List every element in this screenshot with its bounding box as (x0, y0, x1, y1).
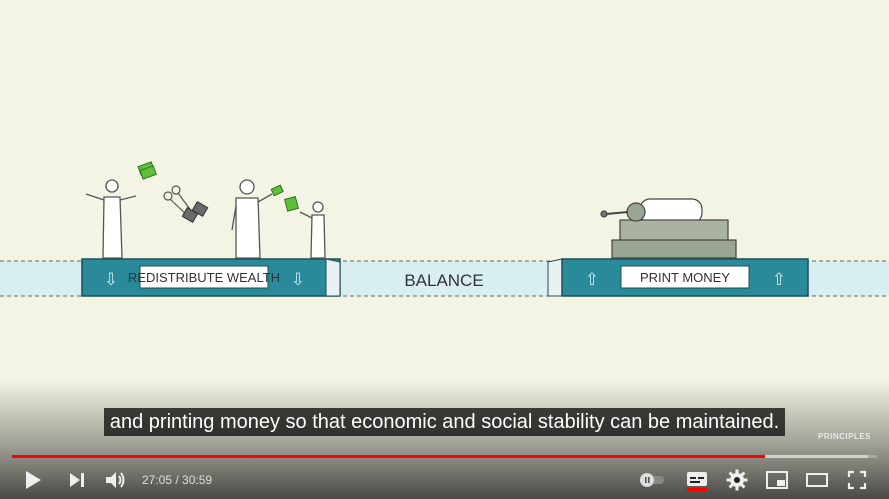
mute-button[interactable] (100, 460, 132, 499)
progress-played (12, 455, 765, 458)
fullscreen-button[interactable] (842, 460, 872, 499)
autoplay-toggle-icon (640, 472, 664, 487)
theater-mode-button[interactable] (802, 460, 832, 499)
settings-button[interactable] (722, 460, 752, 499)
next-button[interactable] (62, 460, 92, 499)
redistribute-wealth-label: REDISTRIBUTE WEALTH (128, 270, 280, 285)
caption-text: and printing money so that economic and … (103, 408, 786, 436)
printing-press-icon (600, 198, 737, 259)
redistribute-wealth-block: REDISTRIBUTE WEALTH ⇩ ⇩ (81, 258, 341, 297)
miniplayer-button[interactable] (762, 460, 792, 499)
subtitles-button[interactable] (682, 460, 712, 499)
money-stack-2-icon (270, 184, 284, 197)
right-arrow-up-1: ⇧ (585, 270, 599, 290)
play-button[interactable] (18, 460, 48, 499)
channel-watermark[interactable]: PRINCIPLES (817, 432, 871, 441)
person-figure-1 (85, 179, 137, 259)
print-money-label: PRINT MONEY (640, 270, 730, 285)
money-stack-4-icon (181, 200, 209, 224)
autoplay-toggle[interactable] (636, 460, 668, 499)
time-display: 27:05 / 30:59 (142, 460, 212, 499)
time-separator: / (172, 472, 183, 487)
person-figure-2 (231, 179, 273, 259)
volume-icon (106, 471, 125, 488)
progress-bar[interactable] (12, 455, 877, 458)
right-arrow-up-2: ⇧ (772, 270, 786, 290)
current-time: 27:05 (142, 472, 173, 487)
theater-mode-icon (806, 472, 828, 487)
person-figure-3 (299, 201, 326, 259)
fullscreen-icon (847, 470, 867, 489)
money-stack-1-icon (137, 161, 157, 180)
next-icon (70, 472, 84, 487)
subtitles-icon (687, 471, 707, 491)
play-icon (26, 470, 41, 489)
caption-container: and printing money so that economic and … (0, 408, 889, 436)
duration: 30:59 (182, 472, 213, 487)
money-stack-3-icon (284, 196, 299, 212)
print-money-block: PRINT MONEY ⇧ ⇧ (547, 258, 809, 297)
miniplayer-icon (766, 470, 788, 489)
left-arrow-down-2: ⇩ (291, 270, 305, 290)
player-controls: 27:05 / 30:59 (0, 460, 889, 499)
left-arrow-down-1: ⇩ (104, 270, 118, 290)
settings-icon (726, 469, 748, 490)
balance-label: BALANCE (404, 271, 483, 290)
